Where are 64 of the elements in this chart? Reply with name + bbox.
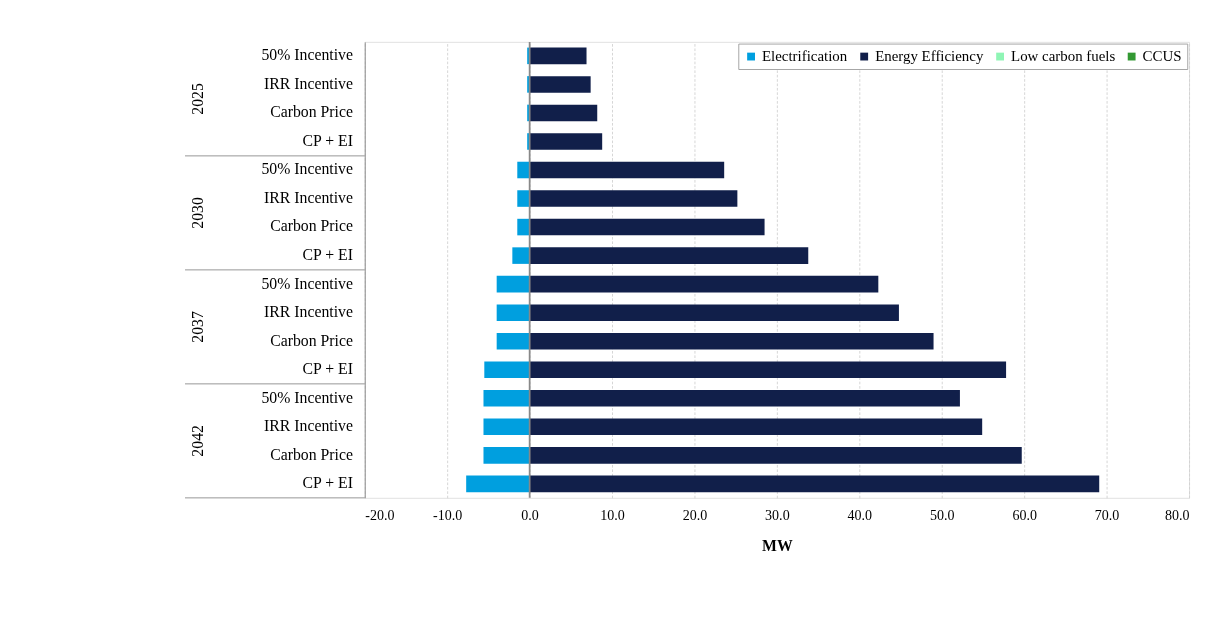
x-tick-label: 70.0: [1094, 507, 1120, 524]
x-tick-label: 0.0: [521, 507, 539, 524]
y-tick-label: Carbon Price: [270, 331, 353, 349]
bar: [496, 332, 530, 350]
bar: [466, 475, 530, 493]
text: 2030: [188, 197, 206, 229]
bar: [529, 361, 1007, 379]
x-tick-label: -10.0: [433, 507, 463, 524]
y-tick-label: IRR Incentive: [264, 74, 353, 92]
y-tick-label: Carbon Price: [270, 103, 353, 121]
y-tick-label: IRR Incentive: [264, 188, 353, 206]
bar: [529, 218, 765, 236]
bar: [529, 475, 1100, 493]
x-tick-label: 50.0: [929, 507, 955, 524]
x-tick-label: 30.0: [765, 507, 790, 524]
text: 2042: [188, 424, 206, 457]
text: 2025: [188, 83, 206, 115]
y-tick-label: 50% Incentive: [261, 160, 353, 178]
y-tick-label: CP + EI: [302, 474, 353, 492]
x-tick-label: 80.0: [1164, 507, 1190, 524]
bar: [517, 218, 530, 236]
bar: [529, 332, 934, 350]
y-tick-label: Carbon Price: [270, 217, 353, 235]
y-tick-label: 50% Incentive: [261, 46, 353, 64]
bar: [496, 304, 530, 321]
bar: [496, 275, 530, 293]
y-tick-label: CP + EI: [302, 360, 353, 378]
bar: [512, 247, 530, 264]
x-axis-title: MW: [762, 536, 793, 554]
bar: [529, 275, 879, 293]
y-tick-label: CP + EI: [302, 131, 353, 149]
legend-label: Low carbon fuels: [1011, 47, 1116, 64]
legend-label: Electrification: [762, 47, 848, 64]
x-tick-label: 20.0: [682, 507, 708, 524]
legend-label: CCUS: [1142, 47, 1182, 64]
y-tick-label: Carbon Price: [270, 445, 353, 463]
bar: [483, 390, 530, 407]
y-tick-label: IRR Incentive: [264, 417, 353, 435]
bar: [517, 161, 530, 179]
x-tick-label: 40.0: [847, 507, 873, 524]
y-tick-label: IRR Incentive: [264, 303, 353, 321]
y-tick-label: 50% Incentive: [261, 388, 353, 406]
bar: [529, 247, 809, 264]
bar: [529, 390, 960, 407]
bar: [484, 361, 530, 379]
y-tick-label: 50% Incentive: [261, 274, 353, 292]
bar: [529, 190, 738, 207]
bar: [517, 190, 530, 207]
bar: [529, 418, 983, 436]
text: 2037: [188, 310, 206, 343]
bar: [529, 447, 1022, 464]
x-tick-label: -20.0: [365, 507, 395, 524]
bar: [529, 76, 591, 93]
bar: [529, 104, 598, 122]
bar: [529, 161, 725, 179]
bar: [529, 304, 899, 321]
bar: [483, 418, 530, 436]
bar: [483, 447, 530, 464]
bar: [529, 47, 587, 65]
legend-label: Energy Efficiency: [875, 47, 984, 64]
bar: [529, 133, 603, 150]
x-tick-label: 10.0: [600, 507, 625, 524]
y-tick-label: CP + EI: [302, 245, 353, 263]
x-tick-label: 60.0: [1012, 507, 1037, 524]
